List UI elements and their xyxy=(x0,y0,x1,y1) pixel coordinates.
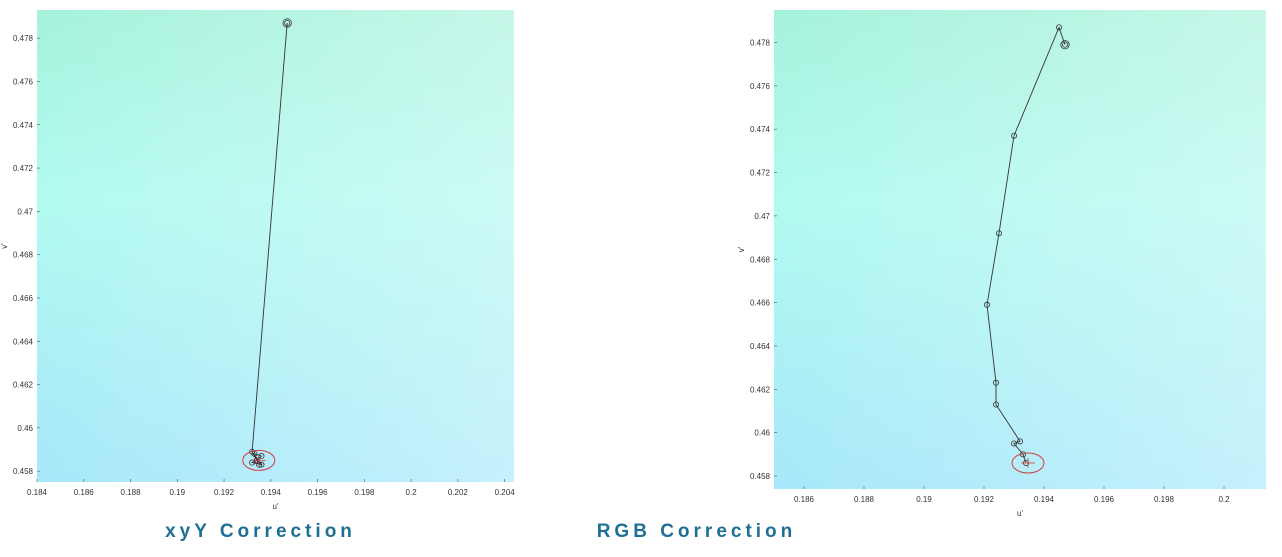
y-tick-label: 0.464 xyxy=(750,342,771,351)
y-tick-label: 0.468 xyxy=(13,251,34,260)
data-point xyxy=(1010,440,1017,447)
y-tick-label: 0.47 xyxy=(754,212,770,221)
y-tick-label: 0.462 xyxy=(13,381,34,390)
y-tick-label: 0.462 xyxy=(750,385,771,394)
x-tick-label: 0.198 xyxy=(1154,495,1175,504)
y-tick-label: 0.466 xyxy=(13,294,34,303)
y-tick-label: 0.47 xyxy=(17,207,33,216)
y-tick-label: 0.464 xyxy=(13,337,34,346)
y-tick-label: 0.468 xyxy=(750,255,771,264)
x-tick-label: 0.204 xyxy=(495,488,516,497)
x-axis-label: u' xyxy=(273,502,279,511)
xyy-correction-chart: 0.184 0.186 0.188 0.19 0.192 0.194 0.196 0.198 0… xyxy=(0,10,516,511)
data-point xyxy=(992,401,999,408)
y-axis-label: v' xyxy=(0,243,9,249)
x-tick-label: 0.198 xyxy=(354,488,375,497)
x-tick-label: 0.2 xyxy=(406,488,418,497)
y-tick-label: 0.466 xyxy=(750,299,771,308)
x-tick-label: 0.196 xyxy=(308,488,329,497)
x-tick-label: 0.188 xyxy=(121,488,142,497)
start-point-marker xyxy=(1060,40,1070,50)
x-tick-label: 0.2 xyxy=(1218,495,1230,504)
xyy-correction-caption: xyY Correction xyxy=(165,521,356,542)
x-tick-label: 0.192 xyxy=(974,495,995,504)
series-line xyxy=(986,26,1066,464)
rgb-correction-caption: RGB Correction xyxy=(596,521,797,542)
target-ellipse xyxy=(1011,452,1045,474)
x-axis-label: u' xyxy=(1017,509,1023,518)
x-tick-label: 0.196 xyxy=(1094,495,1115,504)
y-tick-label: 0.476 xyxy=(13,77,34,86)
y-tick-label: 0.472 xyxy=(13,164,34,173)
data-point xyxy=(995,230,1002,237)
y-tick-label: 0.478 xyxy=(750,39,771,48)
y-tick-label: 0.458 xyxy=(13,467,34,476)
y-tick-label: 0.476 xyxy=(750,82,771,91)
y-tick-label: 0.46 xyxy=(17,424,33,433)
data-point xyxy=(1061,41,1068,48)
rgb-correction-chart: 0.186 0.188 0.19 0.192 0.194 0.196 0.198 0.2 0.4… xyxy=(737,10,1266,518)
x-tick-label: 0.19 xyxy=(170,488,186,497)
y-tick-label: 0.474 xyxy=(13,121,34,130)
y-tick-label: 0.478 xyxy=(13,34,34,43)
data-point xyxy=(284,19,291,26)
x-tick-label: 0.19 xyxy=(916,495,932,504)
y-tick-label: 0.46 xyxy=(754,429,770,438)
data-point xyxy=(1010,132,1017,139)
data-point xyxy=(1055,24,1062,31)
y-tick-label: 0.472 xyxy=(750,169,771,178)
plot-area-shade xyxy=(774,10,1266,489)
x-tick-label: 0.186 xyxy=(74,488,95,497)
x-tick-label: 0.186 xyxy=(794,495,815,504)
target-ellipse xyxy=(242,449,276,471)
x-tick-label: 0.184 xyxy=(27,488,48,497)
plot-area-shade xyxy=(37,10,514,482)
x-tick-label: 0.188 xyxy=(854,495,875,504)
x-tick-label: 0.194 xyxy=(261,488,282,497)
series-line xyxy=(250,22,288,466)
x-tick-label: 0.202 xyxy=(448,488,469,497)
data-point xyxy=(1016,438,1023,445)
data-point xyxy=(251,450,258,457)
x-tick-label: 0.194 xyxy=(1034,495,1055,504)
y-tick-label: 0.458 xyxy=(750,472,771,481)
data-point xyxy=(992,379,999,386)
data-point xyxy=(983,301,990,308)
start-point-marker xyxy=(282,18,292,28)
y-axis-label: v' xyxy=(737,246,746,252)
x-tick-label: 0.192 xyxy=(214,488,235,497)
y-tick-label: 0.474 xyxy=(750,125,771,134)
